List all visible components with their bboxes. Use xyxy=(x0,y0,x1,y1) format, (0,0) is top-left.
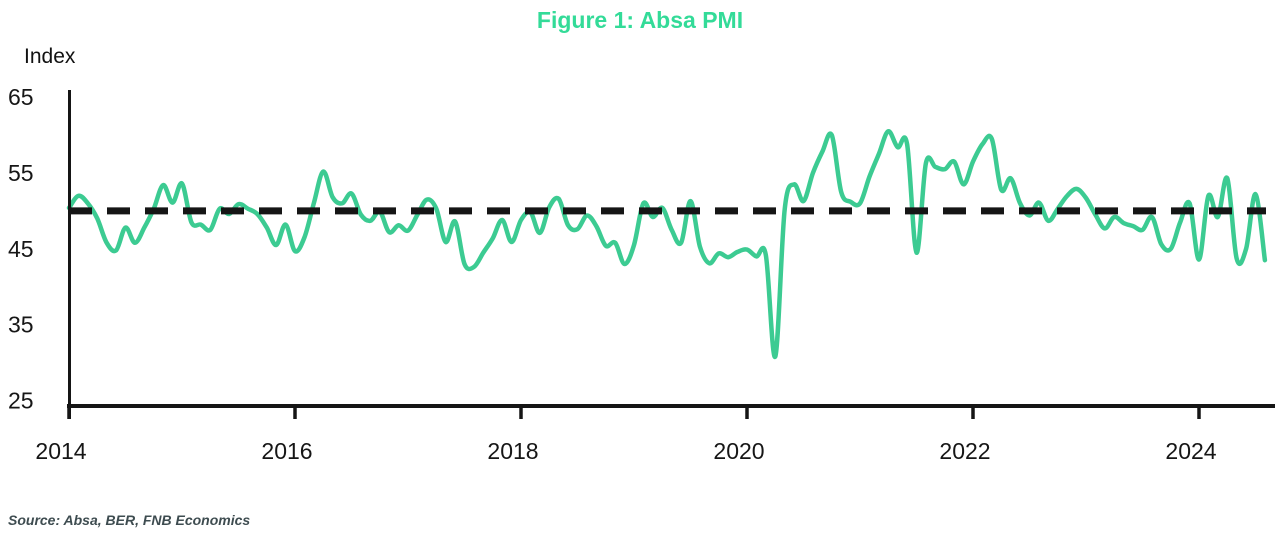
pmi-series-line xyxy=(66,129,1268,359)
y-tick-label: 65 xyxy=(8,84,34,110)
x-tick-label: 2018 xyxy=(487,438,538,464)
y-tick-label: 35 xyxy=(8,312,34,338)
y-tick-label: 55 xyxy=(8,160,34,186)
y-tick-label: 25 xyxy=(8,388,34,414)
x-tick-label: 2020 xyxy=(713,438,764,464)
source-note: Source: Absa, BER, FNB Economics xyxy=(8,512,251,528)
x-tick-label: 2022 xyxy=(939,438,990,464)
y-axis-title: Index xyxy=(24,45,76,68)
x-tick-label: 2016 xyxy=(261,438,312,464)
x-tick-label: 2024 xyxy=(1165,438,1216,464)
y-tick-label: 45 xyxy=(8,236,34,262)
x-tick-label: 2014 xyxy=(35,438,86,464)
chart-title: Figure 1: Absa PMI xyxy=(536,7,744,33)
